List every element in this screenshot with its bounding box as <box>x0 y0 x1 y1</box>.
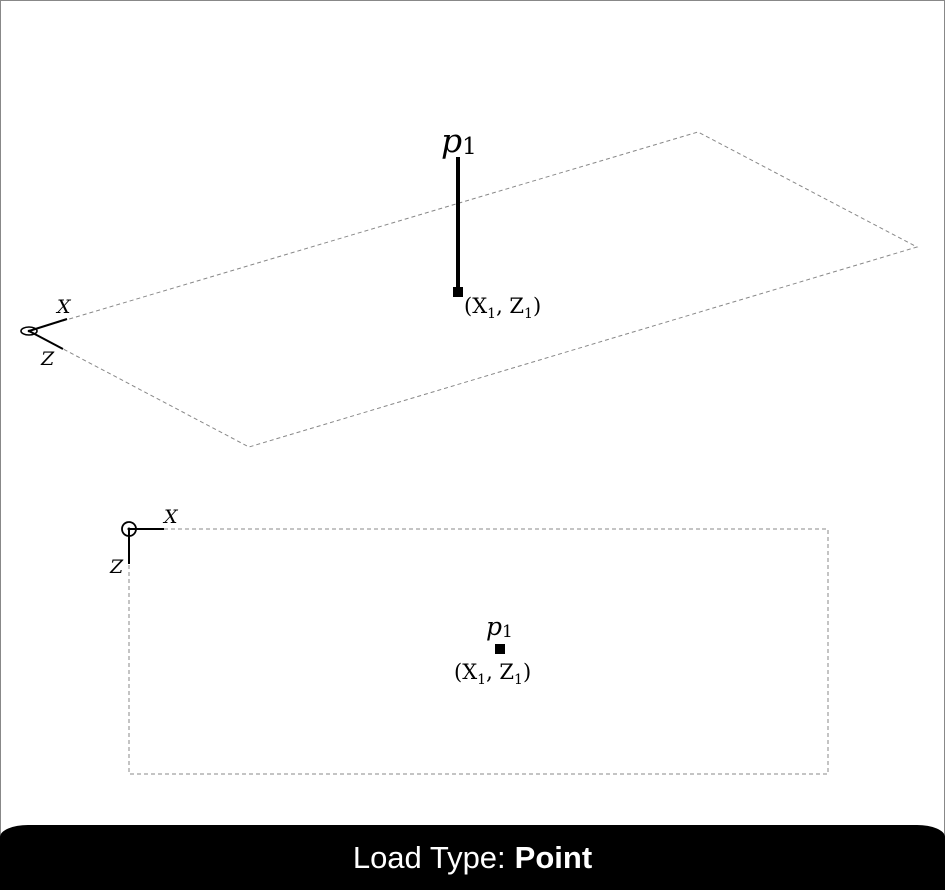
load-type-label: Load Type: <box>352 839 506 875</box>
plan-view: X Z p1 (X1, Z1) <box>109 506 829 775</box>
isometric-position-label: (X1, Z1) <box>464 294 541 322</box>
isometric-x-axis-label: X <box>55 296 72 318</box>
load-type-footer: Load Type: Point <box>0 825 945 890</box>
plan-axes: X Z <box>109 506 179 578</box>
isometric-x-axis <box>28 318 68 332</box>
isometric-load-point <box>453 287 463 297</box>
isometric-z-axis-label: Z <box>40 348 55 370</box>
plan-load-point <box>495 644 505 654</box>
isometric-axes: X Z <box>20 296 72 370</box>
isometric-load-label: p1 <box>441 121 477 160</box>
plan-surface-outline <box>128 528 829 775</box>
plan-load-label: p1 <box>486 612 513 642</box>
load-type-value: Point <box>514 839 593 875</box>
plan-x-axis-label: X <box>162 506 179 528</box>
plan-position-label: (X1, Z1) <box>454 660 531 688</box>
plan-z-axis-label: Z <box>109 556 124 578</box>
isometric-surface-outline <box>27 131 919 448</box>
isometric-z-axis <box>28 330 64 350</box>
isometric-origin-icon <box>20 326 38 336</box>
isometric-view: X Z p1 (X1, Z1) <box>20 121 919 448</box>
